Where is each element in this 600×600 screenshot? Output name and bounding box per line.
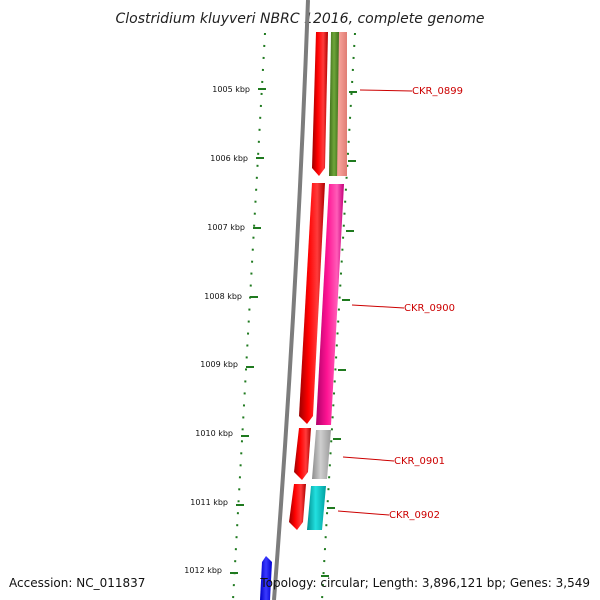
topology-text: Topology: circular; Length: 3,896,121 bp… <box>260 576 590 590</box>
kbp-label-1008: 1008 kbp <box>204 292 242 301</box>
kbp-label-1011: 1011 kbp <box>190 498 228 507</box>
leader-line-CKR_0901 <box>342 456 395 462</box>
gene-label-CKR_0899[interactable]: CKR_0899 <box>412 86 463 97</box>
strand-arrow-3 <box>294 428 311 480</box>
leader-line-CKR_0900 <box>351 304 405 309</box>
kbp-label-1007: 1007 kbp <box>207 223 245 232</box>
accession-text: Accession: NC_011837 <box>9 576 146 590</box>
leader-line-CKR_0899 <box>359 89 413 92</box>
partial-gene-arrow <box>260 556 272 600</box>
gene-CKR_0900-shape <box>316 184 344 425</box>
kbp-label-1005: 1005 kbp <box>212 85 250 94</box>
green-feature-shape <box>329 32 339 176</box>
kbp-label-1010: 1010 kbp <box>195 429 233 438</box>
gene-label-CKR_0900[interactable]: CKR_0900 <box>404 303 455 314</box>
strand-arrow-1 <box>312 32 328 176</box>
tick-marks-inner <box>230 88 266 574</box>
tick-marks-outer <box>321 91 357 577</box>
strand-arrow-4 <box>289 484 306 530</box>
gene-CKR_0902-shape <box>307 486 326 530</box>
kbp-label-1009: 1009 kbp <box>200 360 238 369</box>
gene-label-CKR_0901[interactable]: CKR_0901 <box>394 456 445 467</box>
genome-backbone <box>272 0 310 600</box>
gene-CKR_0901-shape <box>312 430 331 479</box>
inner-ruler-dots <box>232 32 266 600</box>
genome-title: Clostridium kluyveri NBRC 12016, complet… <box>115 11 484 27</box>
leader-line-CKR_0902 <box>337 510 390 516</box>
kbp-label-1012: 1012 kbp <box>184 566 222 575</box>
strand-arrow-2 <box>299 183 325 424</box>
gene-label-CKR_0902[interactable]: CKR_0902 <box>389 510 440 521</box>
kbp-label-1006: 1006 kbp <box>210 154 248 163</box>
